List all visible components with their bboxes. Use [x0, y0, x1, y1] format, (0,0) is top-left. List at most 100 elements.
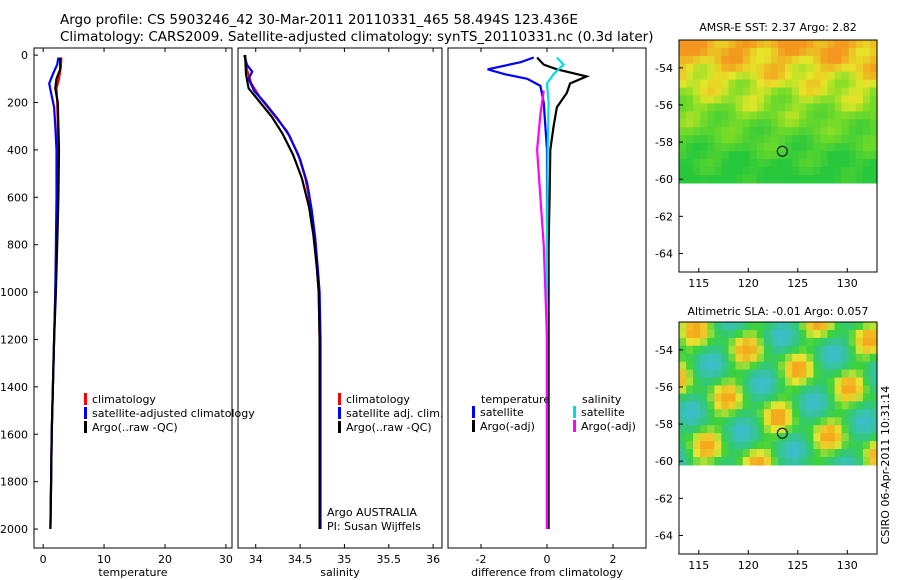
heat-cell: [735, 369, 744, 379]
heat-cell: [721, 71, 730, 81]
heat-cell: [848, 40, 857, 49]
heat-cell: [813, 353, 822, 363]
heat-cell: [728, 377, 737, 387]
heat-cell: [799, 143, 807, 152]
heat-cell: [862, 55, 871, 65]
heat-cell: [749, 409, 758, 418]
heat-cell: [728, 361, 737, 371]
heat-cell: [756, 127, 765, 136]
heat-cell: [827, 143, 836, 152]
heat-cell: [813, 322, 822, 331]
heat-cell: [869, 401, 878, 410]
heat-cell: [686, 111, 694, 120]
heat-cell: [862, 433, 871, 442]
heat-cell: [841, 127, 850, 136]
heat-cell: [778, 322, 786, 331]
heat-cell: [721, 369, 730, 379]
heat-cell: [806, 441, 814, 450]
heat-cell: [792, 345, 800, 355]
heat-cell: [770, 47, 779, 57]
heat-cell: [770, 329, 779, 339]
heat-cell: [749, 322, 758, 331]
heat-cell: [827, 449, 836, 458]
heat-cell: [742, 127, 751, 136]
heat-cell: [841, 40, 850, 49]
heat-cell: [827, 55, 836, 65]
argo-annotation: PI: Susan Wijffels: [327, 520, 421, 533]
heat-cell: [700, 457, 708, 466]
heat-cell: [763, 119, 772, 128]
heat-cell: [834, 377, 843, 387]
heat-cell: [778, 175, 786, 184]
heat-cell: [742, 79, 751, 89]
heat-cell: [770, 79, 779, 89]
heat-cell: [869, 47, 878, 57]
heat-cell: [827, 79, 836, 89]
heat-cell: [742, 103, 751, 112]
heat-cell: [792, 457, 800, 466]
heat-cell: [820, 79, 829, 89]
diff-legend-title-temp: temperature: [481, 393, 550, 406]
heat-cell: [714, 361, 723, 371]
heat-cell: [742, 87, 751, 97]
heat-cell: [742, 393, 751, 402]
heat-cell: [721, 55, 730, 65]
heat-cell: [721, 127, 730, 136]
heat-cell: [714, 417, 723, 426]
heat-cell: [749, 40, 758, 49]
heat-cell: [756, 409, 765, 418]
heat-cell: [778, 143, 786, 152]
heat-cell: [792, 40, 800, 49]
heat-cell: [792, 401, 800, 410]
heat-cell: [848, 322, 857, 331]
heat-cell: [714, 47, 723, 57]
heat-cell: [714, 385, 723, 394]
heat-cell: [749, 377, 758, 387]
heat-cell: [686, 441, 694, 450]
heat-cell: [785, 441, 793, 450]
heat-cell: [728, 167, 737, 176]
heat-cell: [778, 409, 786, 418]
heat-cell: [686, 63, 694, 73]
heat-cell: [855, 55, 864, 65]
heat-cell: [700, 369, 708, 379]
heat-cell: [763, 127, 772, 136]
heat-cell: [686, 151, 694, 160]
heat-cell: [763, 441, 772, 450]
heat-cell: [707, 385, 715, 394]
heat-cell: [834, 63, 843, 73]
heat-cell: [792, 143, 800, 152]
heat-cell: [820, 345, 829, 355]
heat-cell: [721, 449, 730, 458]
heat-cell: [841, 79, 850, 89]
heat-cell: [735, 441, 744, 450]
legend-swatch: [338, 421, 341, 433]
heat-cell: [848, 441, 857, 450]
heat-cell: [869, 103, 878, 112]
heat-cell: [785, 409, 793, 418]
heat-cell: [820, 167, 829, 176]
heat-cell: [686, 79, 694, 89]
heat-cell: [785, 111, 793, 120]
heat-cell: [728, 135, 737, 144]
x-tick-label: 2: [610, 553, 617, 566]
heat-cell: [834, 457, 843, 466]
heat-cell: [806, 417, 814, 426]
heat-cell: [841, 167, 850, 176]
heat-cell: [862, 159, 871, 168]
heat-cell: [756, 449, 765, 458]
heat-cell: [742, 167, 751, 176]
heat-cell: [742, 425, 751, 434]
heat-cell: [742, 409, 751, 418]
heat-cell: [756, 457, 765, 466]
heat-cell: [742, 175, 751, 184]
heat-cell: [834, 393, 843, 402]
heat-cell: [841, 322, 850, 331]
heat-cell: [820, 119, 829, 128]
heat-cell: [813, 175, 822, 184]
heat-cell: [742, 441, 751, 450]
heat-cell: [792, 385, 800, 394]
heat-cell: [756, 159, 765, 168]
heat-cell: [806, 393, 814, 402]
heat-cell: [834, 433, 843, 442]
